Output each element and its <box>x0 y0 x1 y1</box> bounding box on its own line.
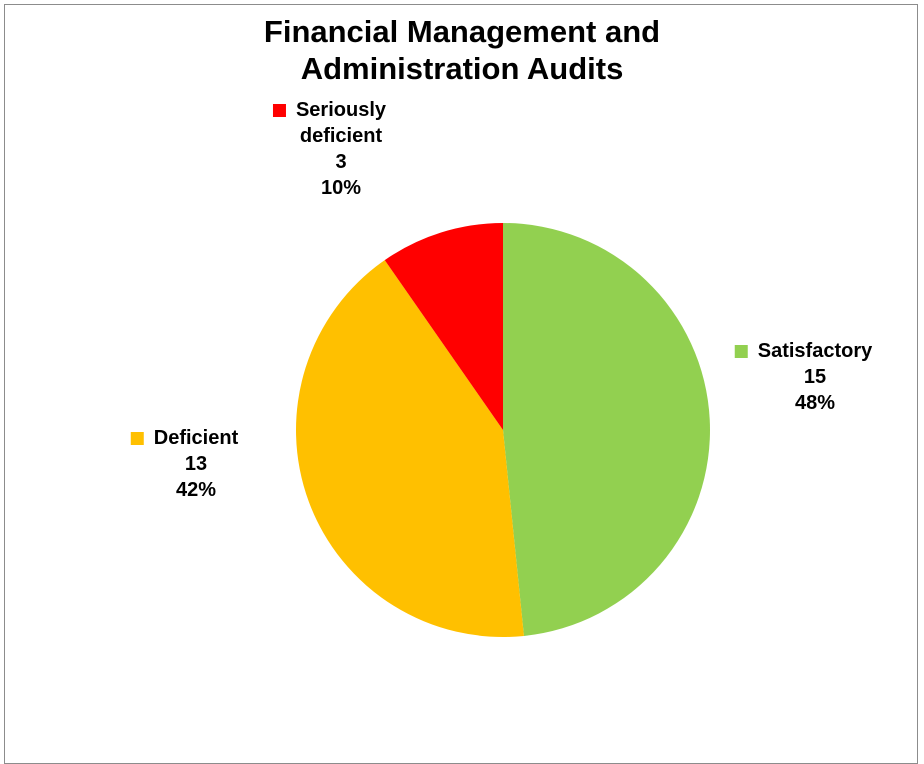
pie-slices <box>296 223 710 637</box>
legend-key-seriously-deficient <box>272 104 286 117</box>
pie-data-labels: Satisfactory 15 48% Deficient 13 42% Seriously… <box>130 99 873 501</box>
legend-key-satisfactory <box>734 345 748 358</box>
chart-title-line-1: Financial Management and <box>263 14 661 49</box>
chart-title-line-2: Administration Audits <box>300 51 624 86</box>
data-label-value: 13 <box>185 453 207 475</box>
data-label-name: Deficient <box>154 427 239 449</box>
data-label-seriously-deficient: Seriously deficient 3 10% <box>272 99 387 199</box>
pie-slice-seriously-deficient <box>384 223 503 430</box>
chart-title: Financial Management and Administration … <box>0 13 924 87</box>
data-label-name: Satisfactory <box>758 340 873 362</box>
data-label-deficient: Deficient 13 42% <box>130 427 239 501</box>
data-label-name: deficient <box>300 125 383 147</box>
pie-slice-deficient <box>296 260 524 637</box>
data-label-satisfactory: Satisfactory 15 48% <box>734 340 873 414</box>
data-label-name: Seriously <box>296 99 387 121</box>
pie-slice-satisfactory <box>503 223 710 636</box>
data-label-value: 15 <box>804 366 826 388</box>
data-label-percent: 48% <box>795 392 835 414</box>
data-label-percent: 10% <box>321 177 361 199</box>
data-label-value: 3 <box>335 151 346 173</box>
pie-chart: Satisfactory 15 48% Deficient 13 42% Seriously… <box>130 99 873 637</box>
legend-key-deficient <box>130 432 144 445</box>
data-label-percent: 42% <box>176 479 216 501</box>
